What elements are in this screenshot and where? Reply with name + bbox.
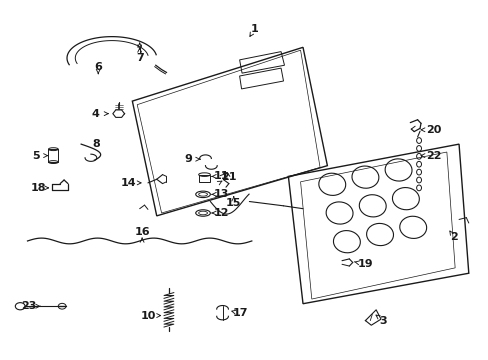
Text: 19: 19	[357, 259, 372, 269]
Text: 9: 9	[184, 154, 192, 164]
Text: 17: 17	[232, 309, 248, 318]
Text: 2: 2	[449, 232, 457, 242]
Text: 7: 7	[136, 53, 143, 63]
Text: 12: 12	[213, 208, 228, 218]
Text: 14: 14	[121, 178, 136, 188]
Bar	[48, 149, 58, 162]
Text: 23: 23	[21, 301, 37, 311]
Text: 1: 1	[250, 24, 258, 35]
Text: 16: 16	[134, 227, 150, 237]
Text: 18: 18	[31, 183, 46, 193]
Text: 15: 15	[225, 198, 241, 208]
Text: 8: 8	[92, 139, 100, 149]
Text: 20: 20	[425, 125, 441, 135]
Text: 10: 10	[140, 311, 155, 320]
Text: 13: 13	[213, 189, 228, 199]
Text: 11: 11	[213, 171, 228, 181]
Text: 3: 3	[379, 316, 386, 325]
Text: 6: 6	[94, 62, 102, 72]
Text: 4: 4	[92, 109, 100, 119]
Text: 21: 21	[221, 172, 236, 182]
Bar	[198, 175, 210, 182]
Text: 22: 22	[425, 150, 441, 161]
Text: 5: 5	[32, 150, 40, 161]
